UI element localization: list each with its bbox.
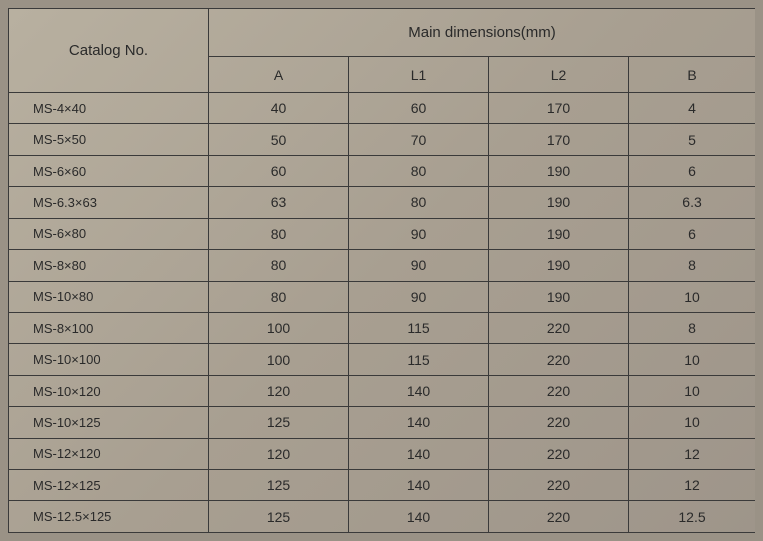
cell-l2: 190 xyxy=(489,218,629,249)
cell-b: 6 xyxy=(629,218,756,249)
cell-l1: 70 xyxy=(349,124,489,155)
cell-l1: 80 xyxy=(349,155,489,186)
catalog-cell: MS-10×100 xyxy=(9,344,209,375)
cell-l2: 170 xyxy=(489,124,629,155)
table-row: MS-12.5×12512514022012.5 xyxy=(9,501,756,533)
cell-l2: 220 xyxy=(489,375,629,406)
cell-b: 8 xyxy=(629,250,756,281)
cell-b: 10 xyxy=(629,407,756,438)
catalog-cell: MS-6×60 xyxy=(9,155,209,186)
cell-a: 100 xyxy=(209,312,349,343)
cell-a: 80 xyxy=(209,281,349,312)
column-header-a: A xyxy=(209,57,349,93)
cell-a: 120 xyxy=(209,438,349,469)
catalog-cell: MS-6×80 xyxy=(9,218,209,249)
table-row: MS-5×5050701705 xyxy=(9,124,756,155)
cell-l2: 220 xyxy=(489,470,629,501)
dimensions-table: Catalog No. Main dimensions(mm) A L1 L2 … xyxy=(8,8,755,533)
paper-surface: Catalog No. Main dimensions(mm) A L1 L2 … xyxy=(8,8,755,533)
cell-a: 120 xyxy=(209,375,349,406)
cell-l1: 140 xyxy=(349,470,489,501)
cell-b: 4 xyxy=(629,93,756,124)
cell-a: 125 xyxy=(209,501,349,533)
table-row: MS-10×10010011522010 xyxy=(9,344,756,375)
catalog-cell: MS-12.5×125 xyxy=(9,501,209,533)
cell-l2: 190 xyxy=(489,250,629,281)
cell-a: 50 xyxy=(209,124,349,155)
cell-b: 12 xyxy=(629,470,756,501)
table-row: MS-10×12512514022010 xyxy=(9,407,756,438)
table-row: MS-6×8080901906 xyxy=(9,218,756,249)
table-row: MS-6.3×6363801906.3 xyxy=(9,187,756,218)
cell-l2: 220 xyxy=(489,438,629,469)
cell-a: 60 xyxy=(209,155,349,186)
table-row: MS-10×12012014022010 xyxy=(9,375,756,406)
catalog-cell: MS-10×120 xyxy=(9,375,209,406)
catalog-cell: MS-10×80 xyxy=(9,281,209,312)
cell-l2: 190 xyxy=(489,155,629,186)
cell-l2: 190 xyxy=(489,187,629,218)
table-body: MS-4×4040601704MS-5×5050701705MS-6×60608… xyxy=(9,93,756,533)
cell-a: 100 xyxy=(209,344,349,375)
cell-l2: 220 xyxy=(489,501,629,533)
table-row: MS-8×1001001152208 xyxy=(9,312,756,343)
cell-a: 80 xyxy=(209,250,349,281)
catalog-cell: MS-5×50 xyxy=(9,124,209,155)
cell-b: 12.5 xyxy=(629,501,756,533)
table-row: MS-12×12012014022012 xyxy=(9,438,756,469)
catalog-cell: MS-4×40 xyxy=(9,93,209,124)
cell-l1: 60 xyxy=(349,93,489,124)
cell-l1: 115 xyxy=(349,312,489,343)
cell-b: 10 xyxy=(629,344,756,375)
cell-b: 10 xyxy=(629,375,756,406)
cell-a: 125 xyxy=(209,407,349,438)
cell-a: 63 xyxy=(209,187,349,218)
cell-l1: 80 xyxy=(349,187,489,218)
table-row: MS-10×80809019010 xyxy=(9,281,756,312)
cell-l2: 220 xyxy=(489,312,629,343)
column-header-l2: L2 xyxy=(489,57,629,93)
catalog-cell: MS-10×125 xyxy=(9,407,209,438)
column-header-l1: L1 xyxy=(349,57,489,93)
cell-l1: 140 xyxy=(349,407,489,438)
cell-l1: 140 xyxy=(349,501,489,533)
table-row: MS-4×4040601704 xyxy=(9,93,756,124)
catalog-cell: MS-12×125 xyxy=(9,470,209,501)
cell-a: 80 xyxy=(209,218,349,249)
cell-b: 8 xyxy=(629,312,756,343)
cell-b: 5 xyxy=(629,124,756,155)
cell-l1: 90 xyxy=(349,218,489,249)
cell-b: 10 xyxy=(629,281,756,312)
cell-l2: 220 xyxy=(489,344,629,375)
table-row: MS-6×6060801906 xyxy=(9,155,756,186)
catalog-cell: MS-6.3×63 xyxy=(9,187,209,218)
cell-a: 125 xyxy=(209,470,349,501)
catalog-cell: MS-8×80 xyxy=(9,250,209,281)
cell-l1: 140 xyxy=(349,438,489,469)
table-header: Catalog No. Main dimensions(mm) A L1 L2 … xyxy=(9,9,756,93)
cell-l2: 170 xyxy=(489,93,629,124)
catalog-header: Catalog No. xyxy=(9,9,209,93)
cell-b: 6 xyxy=(629,155,756,186)
cell-b: 6.3 xyxy=(629,187,756,218)
table-row: MS-8×8080901908 xyxy=(9,250,756,281)
cell-l1: 90 xyxy=(349,250,489,281)
main-dimensions-header: Main dimensions(mm) xyxy=(209,9,756,57)
cell-l1: 90 xyxy=(349,281,489,312)
table-row: MS-12×12512514022012 xyxy=(9,470,756,501)
catalog-cell: MS-12×120 xyxy=(9,438,209,469)
cell-l2: 190 xyxy=(489,281,629,312)
cell-l1: 115 xyxy=(349,344,489,375)
cell-l1: 140 xyxy=(349,375,489,406)
catalog-cell: MS-8×100 xyxy=(9,312,209,343)
column-header-b: B xyxy=(629,57,756,93)
cell-b: 12 xyxy=(629,438,756,469)
cell-a: 40 xyxy=(209,93,349,124)
cell-l2: 220 xyxy=(489,407,629,438)
